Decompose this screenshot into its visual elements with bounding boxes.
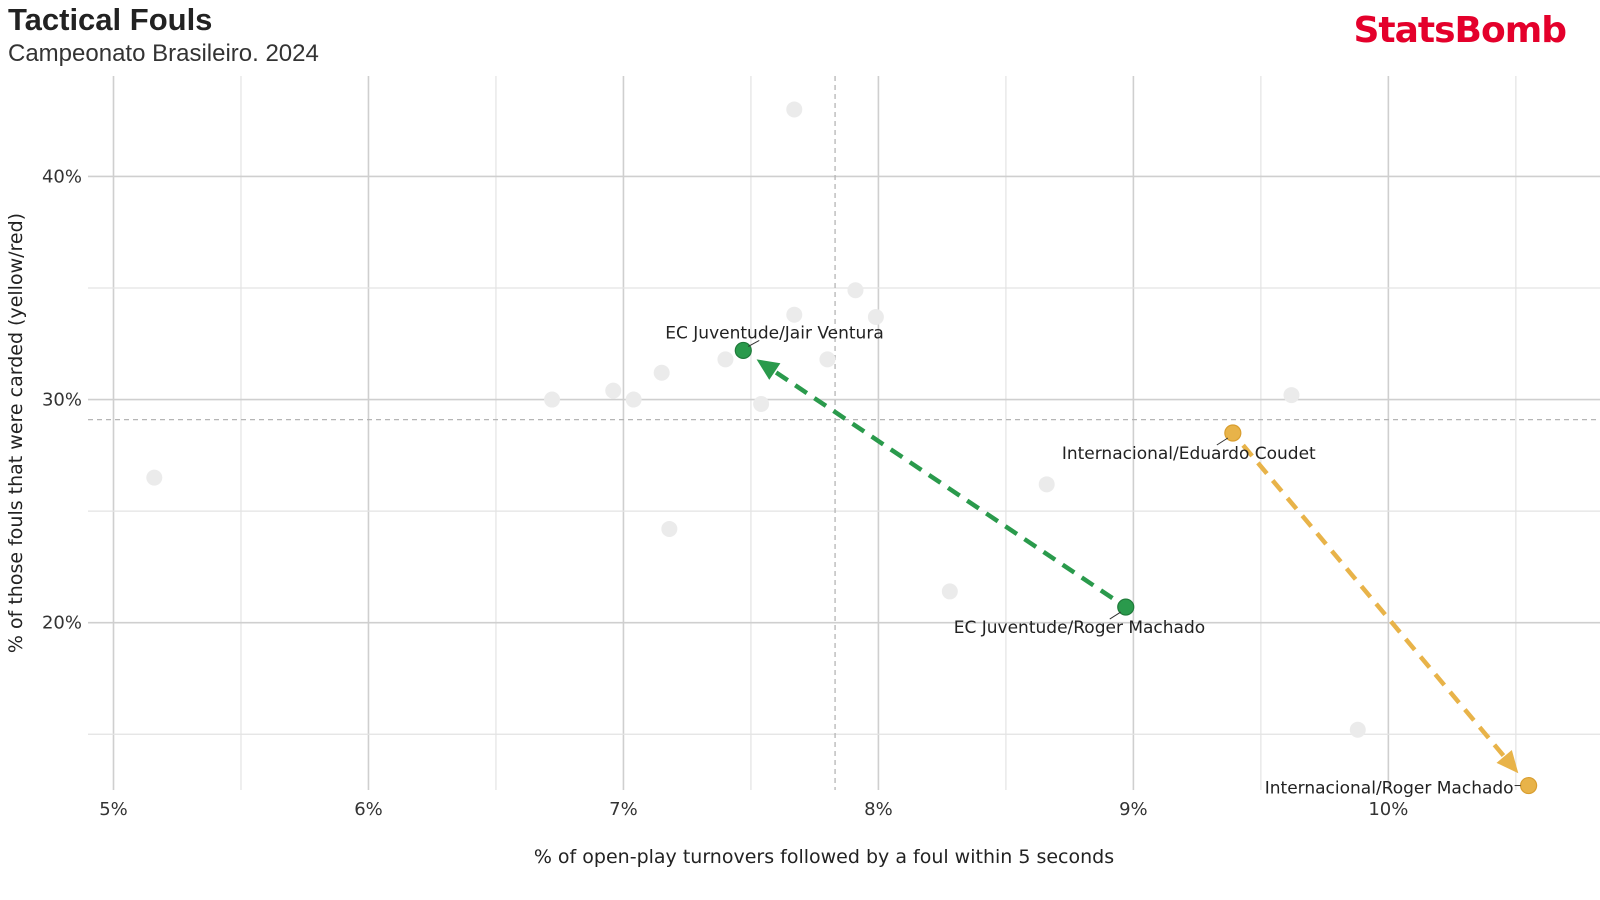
y-tick-label: 20%: [42, 613, 82, 634]
background-point: [146, 469, 163, 486]
highlighted-point: [1117, 598, 1135, 616]
label-leader: [1109, 611, 1122, 620]
background-point: [544, 391, 561, 408]
point-label: EC Juventude/Roger Machado: [954, 618, 1205, 638]
background-point: [819, 351, 836, 368]
background-point: [605, 382, 622, 399]
x-tick-label: 10%: [1368, 799, 1408, 820]
plot-grid: [88, 76, 1600, 790]
x-tick-label: 9%: [1119, 799, 1148, 820]
x-tick-label: 7%: [609, 799, 638, 820]
arrow-line: [773, 369, 1114, 600]
background-point: [847, 282, 864, 299]
highlighted-points: [734, 341, 1538, 795]
point-labels: EC Juventude/Roger Machado EC Juventude/J…: [665, 323, 1521, 799]
background-point: [867, 308, 884, 325]
label-leader: [1216, 437, 1229, 446]
x-tick-label: 6%: [354, 799, 383, 820]
background-point: [786, 101, 803, 118]
point-label: Internacional/Eduardo Coudet: [1062, 444, 1316, 464]
highlighted-point: [734, 341, 752, 360]
x-axis-label: % of open-play turnovers followed by a f…: [534, 846, 1114, 868]
background-point: [753, 395, 770, 412]
y-axis-label: % of those fouls that were carded (yello…: [5, 213, 27, 653]
background-point: [1283, 387, 1300, 404]
change-arrows: [756, 359, 1519, 774]
chart-title: Tactical Fouls: [8, 2, 213, 37]
highlighted-point: [1224, 424, 1242, 442]
x-tick-label: 5%: [99, 799, 128, 820]
background-point: [786, 306, 803, 323]
background-point: [1349, 721, 1366, 738]
label-leader: [748, 340, 760, 347]
background-point: [661, 520, 678, 537]
x-tick-label: 8%: [864, 799, 893, 820]
background-point: [653, 364, 670, 381]
axis-ticks: 5% 6% 7% 8% 9% 10% 20% 30% 40%: [42, 166, 1408, 820]
arrow-head: [1496, 749, 1519, 774]
point-label: Internacional/Roger Machado: [1265, 779, 1514, 799]
background-point: [941, 583, 958, 600]
chart-subtitle: Campeonato Brasileiro. 2024: [8, 40, 319, 67]
statsbomb-logo: StatsBomb: [1353, 10, 1567, 51]
arrow-head: [756, 359, 781, 380]
background-point: [717, 351, 734, 368]
point-label: EC Juventude/Jair Ventura: [665, 323, 883, 343]
y-tick-label: 40%: [42, 166, 82, 187]
y-tick-label: 30%: [42, 390, 82, 411]
highlighted-point: [1520, 776, 1538, 795]
background-point: [625, 391, 642, 408]
background-point: [1038, 476, 1055, 493]
arrow-line: [1241, 443, 1506, 758]
background-points: [146, 101, 1366, 738]
reference-lines: [88, 76, 1600, 790]
